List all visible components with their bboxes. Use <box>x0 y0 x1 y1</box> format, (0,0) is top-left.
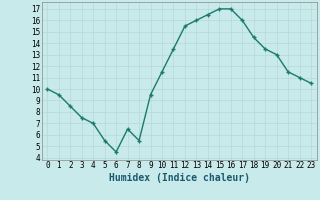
X-axis label: Humidex (Indice chaleur): Humidex (Indice chaleur) <box>109 173 250 183</box>
